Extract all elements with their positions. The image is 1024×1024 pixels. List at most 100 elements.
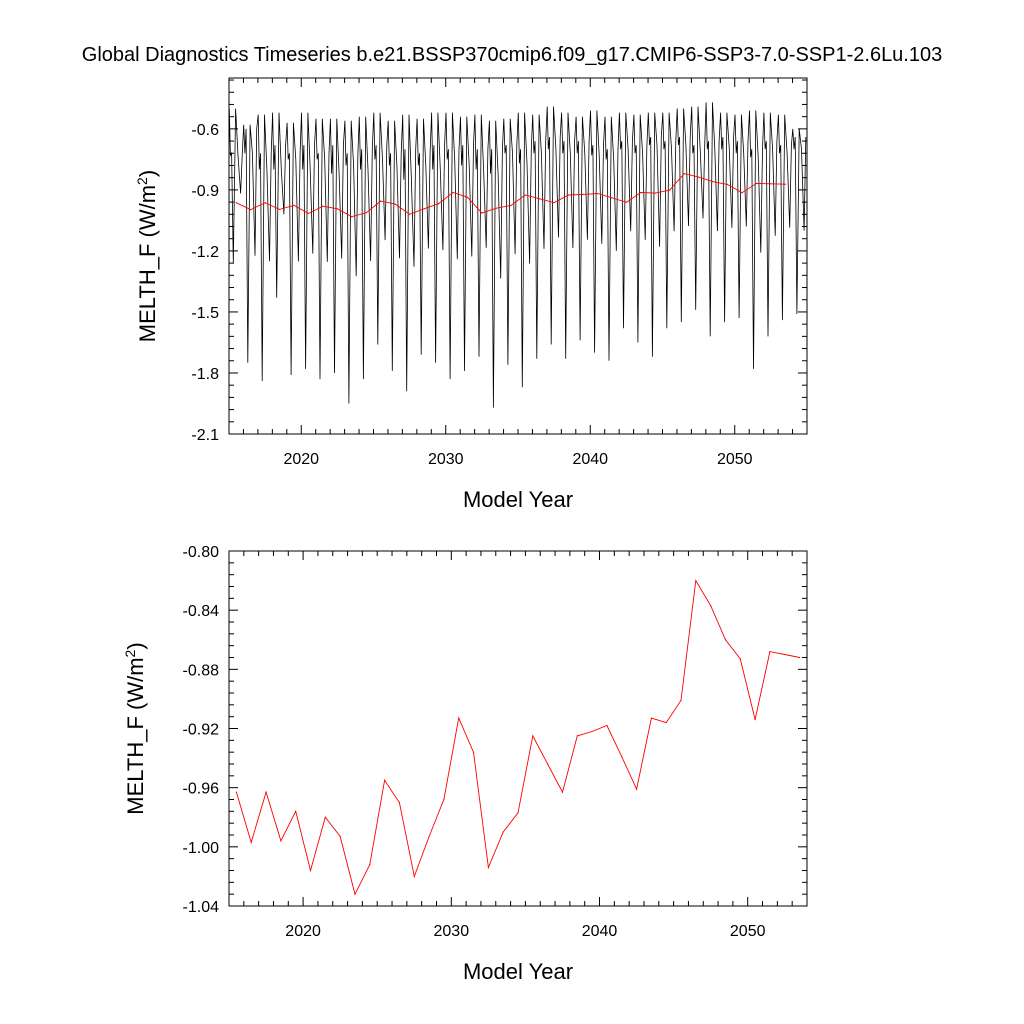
annual-mean-point [625, 201, 627, 203]
annual-mean-point [669, 189, 671, 191]
annual-mean-point [324, 816, 326, 818]
annual-mean-point [698, 176, 700, 178]
annual-mean-point [351, 216, 353, 218]
x-tick-label: 2030 [434, 923, 470, 940]
annual-mean-point [654, 192, 656, 194]
annual-mean-point [487, 866, 489, 869]
annual-mean-point [309, 869, 312, 872]
annual-mean-point [710, 605, 712, 607]
annual-mean-point [724, 639, 727, 641]
y-tick-label: -0.84 [183, 603, 220, 620]
annual-mean-point [384, 779, 386, 781]
annual-mean-point [567, 194, 570, 196]
annual-mean-point [466, 196, 469, 198]
annual-mean-point [576, 735, 578, 737]
annual-mean-point [640, 191, 642, 194]
annual-mean-point [539, 198, 541, 200]
annual-mean-point [547, 763, 549, 765]
annual-mean-point [293, 204, 295, 206]
annual-mean-point [754, 719, 756, 721]
annual-mean-point [635, 788, 638, 790]
y-axis-title: MELTH_F (W/m2) [122, 642, 148, 814]
y-tick-label: -1.8 [191, 366, 219, 383]
annual-mean-point [596, 192, 599, 195]
annual-mean-point [510, 204, 512, 207]
annual-mean-point [443, 798, 445, 801]
annual-mean-point [755, 182, 758, 184]
annual-mean-point [561, 791, 564, 793]
annual-mean-point [265, 791, 267, 793]
annual-mean-point [591, 730, 593, 733]
annual-mean-point [739, 658, 741, 660]
annual-mean-point [413, 875, 415, 878]
annual-mean-point [235, 202, 237, 204]
x-tick-label: 2020 [285, 923, 321, 940]
annual-mean-point [481, 212, 483, 214]
annual-mean-point [680, 699, 682, 701]
page-title: Global Diagnostics Timeseries b.e21.BSSP… [81, 44, 943, 66]
x-axis-title: Model Year [463, 959, 573, 984]
annual-mean-point [458, 717, 460, 719]
annual-mean-point [264, 202, 266, 204]
annual-mean-point [784, 183, 786, 185]
annual-mean-point [398, 801, 401, 804]
annual-mean-point [553, 202, 555, 204]
annual-mean-point [280, 840, 282, 842]
annual-mean-point [472, 751, 475, 753]
annual-mean-point [369, 863, 371, 866]
annual-mean-point [336, 208, 338, 210]
annual-mean-point [741, 192, 743, 194]
plot-frame [228, 77, 808, 435]
x-tick-label: 2030 [428, 451, 464, 468]
y-tick-label: -0.80 [183, 544, 220, 561]
y-axis-title: MELTH_F (W/m2) [134, 170, 160, 342]
annual-mean-point [250, 841, 252, 843]
y-tick-label: -1.2 [191, 244, 219, 261]
annual-mean-point [650, 717, 652, 719]
annual-mean-point [452, 191, 454, 194]
y-tick-label: -1.04 [183, 899, 220, 916]
x-tick-label: 2050 [730, 923, 766, 940]
annual-mean-point [495, 207, 497, 209]
annual-mean-point [278, 208, 281, 211]
annual-mean-point [339, 835, 341, 838]
annual-mean-point [784, 653, 786, 656]
y-tick-label: -2.1 [191, 427, 219, 444]
annual-mean-point [502, 831, 504, 833]
annual-mean-point [235, 791, 238, 793]
x-tick-label: 2040 [582, 923, 618, 940]
annual-mean-point [307, 212, 310, 215]
annual-mean-point [524, 194, 526, 196]
annual-mean-point [517, 812, 519, 814]
annual-mean-point [532, 735, 534, 737]
annual-mean-point [437, 203, 440, 205]
x-axis-title: Model Year [463, 487, 573, 512]
chart-panel-top: 2020 2030 2040 2050 -2.1 -1.8 -1.5 -1.2 -0.9 -0.6… [134, 77, 808, 512]
annual-mean-point [394, 203, 396, 205]
y-tick-label: -0.92 [183, 722, 220, 739]
annual-mean-point [250, 209, 252, 211]
y-tick-label: -1.5 [191, 305, 219, 322]
annual-mean-point [380, 200, 382, 202]
annual-mean-point [712, 181, 714, 183]
x-tick-label: 2050 [717, 451, 753, 468]
annual-mean-point [423, 208, 425, 210]
monthly-series-line [229, 102, 807, 408]
y-tick-label: -1.00 [183, 840, 220, 857]
annual-mean-point [611, 197, 613, 199]
annual-mean-point [354, 893, 356, 895]
y-tick-label: -0.96 [183, 781, 220, 798]
annual-mean-point [409, 213, 411, 215]
annual-mean-point [683, 173, 685, 175]
x-tick-label: 2040 [572, 451, 608, 468]
y-tick-label: -0.6 [191, 122, 219, 139]
x-tick-label: 2020 [283, 451, 319, 468]
annual-mean-series-line [235, 579, 800, 896]
annual-mean-point [769, 650, 771, 653]
annual-mean-point [695, 579, 697, 582]
annual-mean-point [665, 721, 667, 724]
chart-panel-bottom: 2020 2030 2040 2050 -1.04 -1.00 -0.96 -0.92 -0.8… [122, 544, 808, 984]
y-tick-label: -0.9 [191, 183, 219, 200]
annual-mean-point [365, 212, 367, 214]
